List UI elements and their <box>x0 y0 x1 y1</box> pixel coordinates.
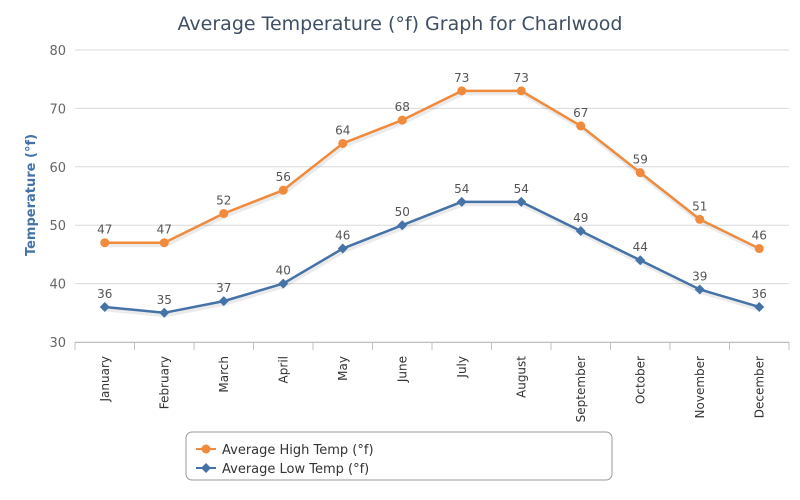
data-label-high: 67 <box>573 106 588 120</box>
data-point-high[interactable] <box>754 244 764 254</box>
data-point-low[interactable] <box>218 296 229 307</box>
data-point-low[interactable] <box>575 226 586 237</box>
data-point-high[interactable] <box>159 238 169 248</box>
data-point-high[interactable] <box>576 121 586 131</box>
x-tick-label: April <box>276 356 290 383</box>
data-point-low[interactable] <box>456 196 467 207</box>
data-point-low[interactable] <box>516 196 527 207</box>
data-label-high: 46 <box>752 229 767 243</box>
data-point-low[interactable] <box>754 301 765 312</box>
data-point-high[interactable] <box>457 86 467 96</box>
x-tick-label: December <box>752 356 766 418</box>
data-point-low[interactable] <box>159 307 170 318</box>
y-tick-label: 30 <box>49 336 66 351</box>
data-label-high: 59 <box>633 153 648 167</box>
legend-box <box>185 431 613 481</box>
data-point-high[interactable] <box>695 214 705 224</box>
data-point-high[interactable] <box>516 86 526 96</box>
data-label-high: 73 <box>454 71 469 85</box>
legend: Average High Temp (°f) Average Low Temp … <box>185 431 613 481</box>
data-point-low[interactable] <box>694 284 705 295</box>
chart-title: Average Temperature (°f) Graph for Charl… <box>178 13 623 35</box>
data-label-low: 54 <box>454 182 469 196</box>
x-tick-label: August <box>514 356 528 398</box>
data-point-low[interactable] <box>337 243 348 254</box>
legend-marker-low <box>201 463 211 473</box>
data-label-high: 47 <box>157 223 172 237</box>
x-tick-label: May <box>336 356 350 381</box>
legend-label-high: Average High Temp (°f) <box>222 443 374 458</box>
data-label-high: 47 <box>97 223 112 237</box>
series-shadow-high <box>105 90 762 253</box>
data-label-low: 37 <box>216 281 231 295</box>
x-tick-label: September <box>574 356 588 422</box>
data-label-low: 40 <box>276 264 291 278</box>
series-shadow-low <box>105 201 761 318</box>
legend-marker-high <box>201 444 211 454</box>
data-point-low[interactable] <box>99 301 110 312</box>
data-label-low: 36 <box>752 287 767 301</box>
data-label-high: 64 <box>335 123 350 137</box>
x-tick-label: June <box>395 356 409 383</box>
x-tick-label: July <box>455 356 469 379</box>
y-tick-label: 60 <box>49 161 66 176</box>
data-point-low[interactable] <box>635 255 646 266</box>
data-point-low[interactable] <box>397 220 408 231</box>
data-point-high[interactable] <box>278 185 288 195</box>
x-tick-label: November <box>693 356 707 418</box>
data-label-low: 50 <box>395 205 410 219</box>
data-point-high[interactable] <box>397 115 407 125</box>
data-point-high[interactable] <box>338 138 348 148</box>
data-label-low: 35 <box>157 293 172 307</box>
x-tick-label: February <box>157 356 171 409</box>
data-point-high[interactable] <box>100 238 110 248</box>
x-tick-label: January <box>98 356 112 403</box>
data-label-low: 44 <box>633 240 648 254</box>
data-label-low: 36 <box>97 287 112 301</box>
x-tick-label: October <box>633 356 647 404</box>
x-tick-label: March <box>217 356 231 393</box>
data-point-high[interactable] <box>219 209 229 219</box>
legend-item-low[interactable]: Average Low Temp (°f) <box>196 462 369 477</box>
data-label-high: 52 <box>216 194 231 208</box>
series-line-high <box>104 89 760 250</box>
data-point-high[interactable] <box>635 168 645 178</box>
data-labels: 47 47 52 56 64 68 73 73 67 59 51 46 36 35 37 40 46 50 54 54… <box>97 71 767 307</box>
y-axis-label: Temperature (°f) <box>24 134 39 256</box>
data-label-low: 49 <box>573 211 588 225</box>
data-label-high: 73 <box>514 71 529 85</box>
y-tick-label: 70 <box>49 102 66 117</box>
data-label-high: 51 <box>692 199 707 213</box>
data-label-low: 54 <box>514 182 529 196</box>
y-tick-label: 50 <box>49 219 66 234</box>
grid-lines <box>75 49 789 343</box>
y-tick-label: 80 <box>49 44 66 59</box>
series-line-low <box>104 200 760 315</box>
data-label-low: 39 <box>692 269 707 283</box>
y-tick-label: 40 <box>49 278 66 293</box>
series-layer <box>99 86 765 318</box>
data-label-low: 46 <box>335 229 350 243</box>
legend-label-low: Average Low Temp (°f) <box>222 462 369 477</box>
data-point-low[interactable] <box>278 278 289 289</box>
x-axis: 30 40 50 60 70 80 January February March April May… <box>49 44 790 422</box>
data-label-high: 56 <box>276 170 291 184</box>
data-label-high: 68 <box>395 100 410 114</box>
legend-item-high[interactable]: Average High Temp (°f) <box>196 443 374 458</box>
